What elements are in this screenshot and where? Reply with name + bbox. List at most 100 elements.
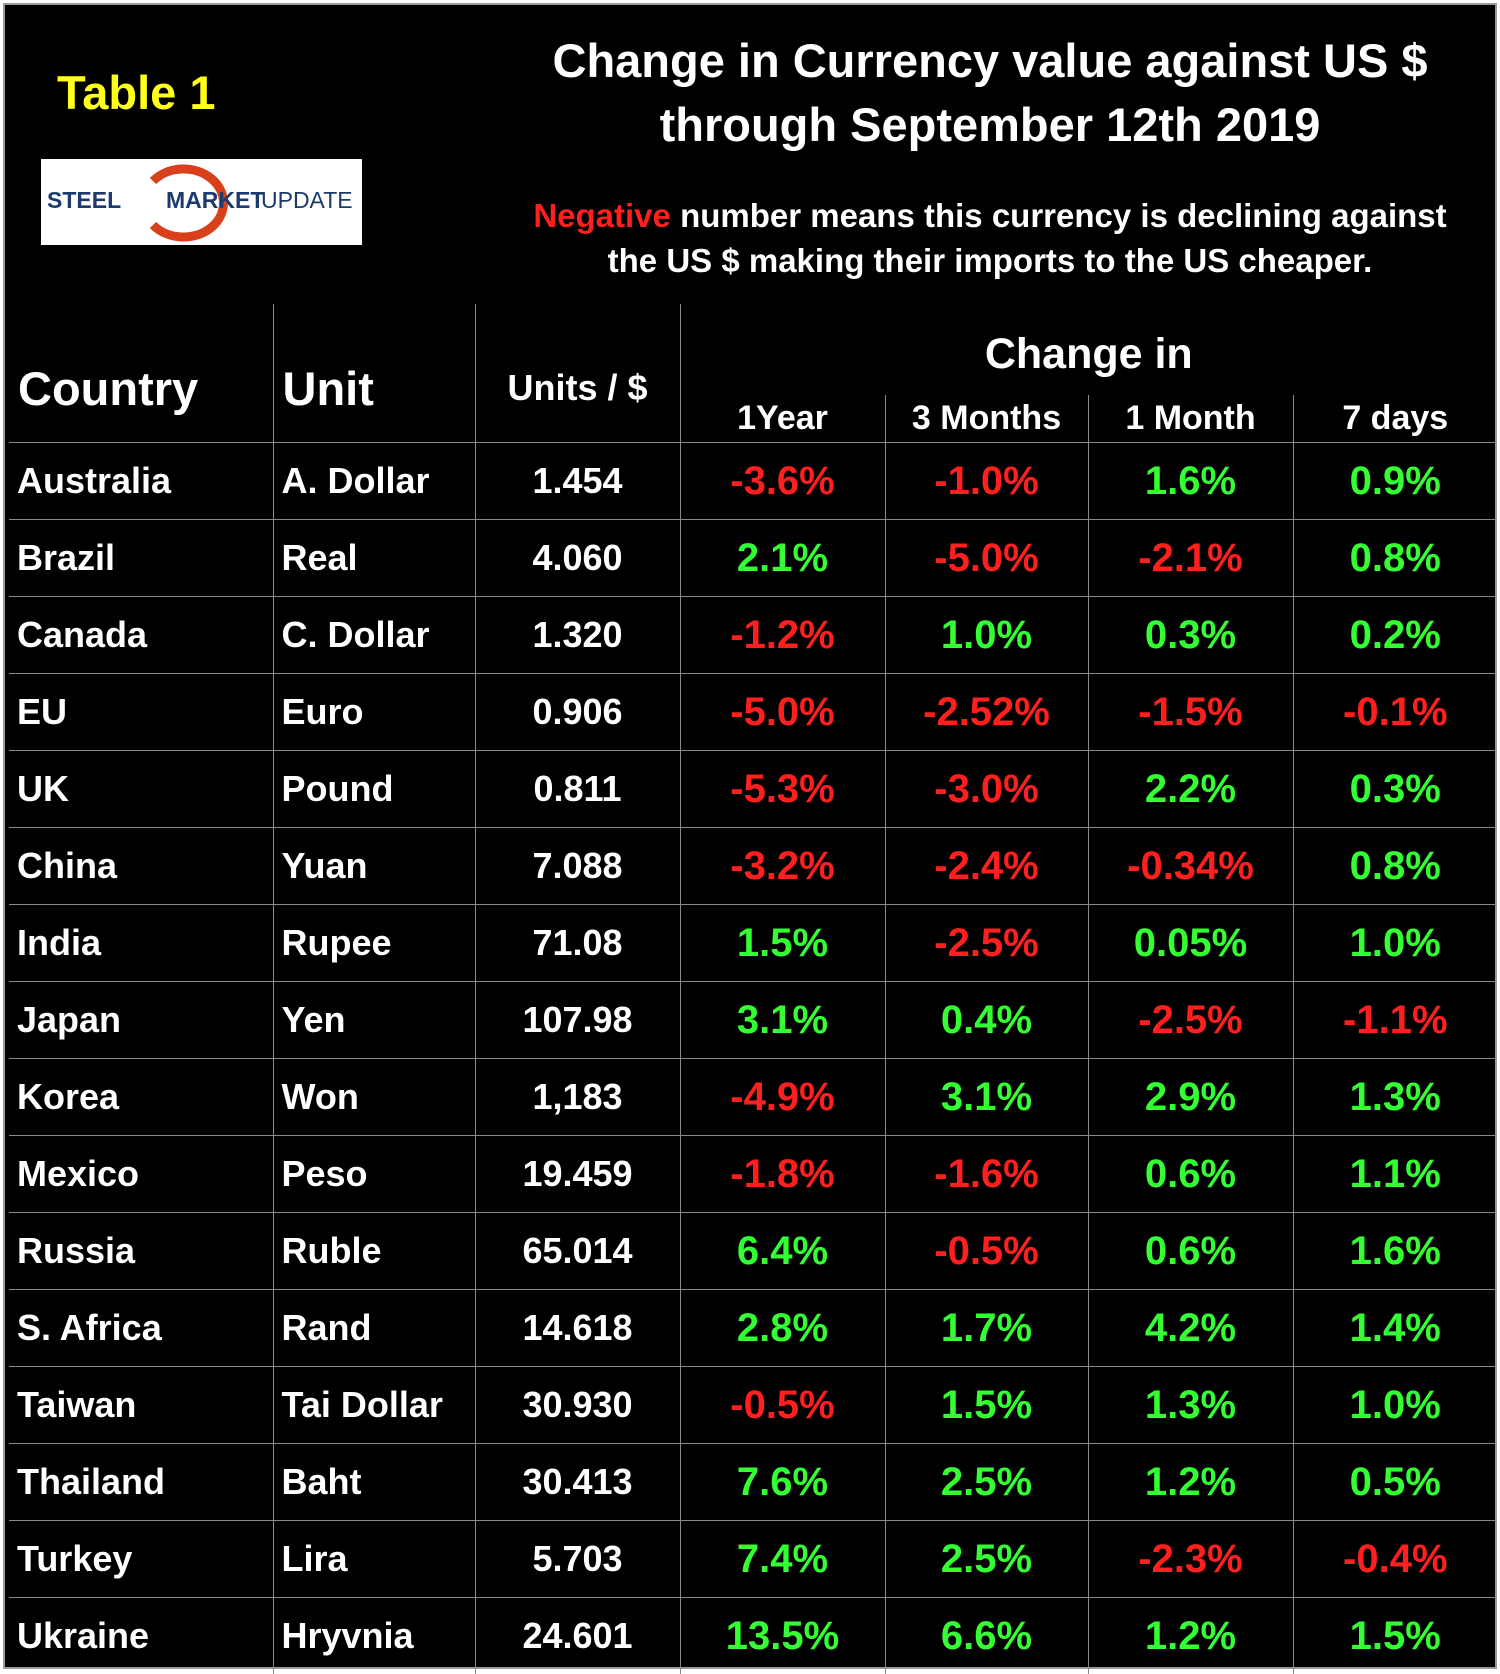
- logo-graphic: STEEL MARKET UPDATE: [41, 159, 362, 245]
- change-cell: -0.5%: [885, 1213, 1088, 1290]
- cell: S. Africa: [9, 1290, 273, 1367]
- cell: Japan: [9, 982, 273, 1059]
- change-cell: -4.9%: [680, 1059, 885, 1136]
- note: Negative number means this currency is d…: [445, 197, 1500, 235]
- cell: Ruble: [273, 1213, 475, 1290]
- change-cell: 0.8%: [1293, 520, 1497, 597]
- change-cell: -3.6%: [680, 443, 885, 520]
- cell: 107.98: [475, 982, 680, 1059]
- change-cell: -0.34%: [1088, 828, 1293, 905]
- change-cell: 0.3%: [1088, 597, 1293, 674]
- cell: 0.906: [475, 674, 680, 751]
- change-cell: 2.1%: [680, 520, 885, 597]
- change-cell: 1.3%: [1088, 1367, 1293, 1444]
- logo: STEEL MARKET UPDATE: [41, 159, 362, 245]
- subcolumn-header: 1 Month: [1088, 395, 1293, 443]
- cell: Pound: [273, 751, 475, 828]
- cell: Peso: [273, 1136, 475, 1213]
- cell: Brazil: [9, 520, 273, 597]
- cell: A. Dollar: [273, 443, 475, 520]
- note: the US $ making their imports to the US …: [445, 242, 1500, 280]
- change-cell: -2.1%: [1088, 520, 1293, 597]
- change-cell: -5.0%: [680, 674, 885, 751]
- cell: 30.413: [475, 1444, 680, 1521]
- change-cell: -1.2%: [680, 597, 885, 674]
- change-cell: 1.6%: [1088, 443, 1293, 520]
- cell: 1.454: [475, 443, 680, 520]
- cell: Won: [273, 1059, 475, 1136]
- cell: 19.459: [475, 1136, 680, 1213]
- change-cell: -1.0%: [885, 443, 1088, 520]
- change-cell: 1.0%: [1293, 905, 1497, 982]
- column-header: Unit: [273, 304, 475, 443]
- cell: 24.601: [475, 1598, 680, 1674]
- change-cell: -0.5%: [680, 1367, 885, 1444]
- logo-word: STEEL: [47, 187, 121, 213]
- cell: Australia: [9, 443, 273, 520]
- cell: C. Dollar: [273, 597, 475, 674]
- cell: 1.320: [475, 597, 680, 674]
- note-text: number means this currency is declining …: [680, 197, 1447, 234]
- change-cell: -2.3%: [1088, 1521, 1293, 1598]
- change-cell: 1.5%: [885, 1367, 1088, 1444]
- cell: Canada: [9, 597, 273, 674]
- cell: Korea: [9, 1059, 273, 1136]
- cell: 0.811: [475, 751, 680, 828]
- cell: Turkey: [9, 1521, 273, 1598]
- cell: Mexico: [9, 1136, 273, 1213]
- subcolumn-header: 1Year: [680, 395, 885, 443]
- change-cell: -1.6%: [885, 1136, 1088, 1213]
- change-cell: 0.5%: [1293, 1444, 1497, 1521]
- change-cell: 1.4%: [1293, 1290, 1497, 1367]
- cell: Thailand: [9, 1444, 273, 1521]
- cell: 4.060: [475, 520, 680, 597]
- logo-word: MARKET: [166, 187, 264, 213]
- change-cell: 3.1%: [885, 1059, 1088, 1136]
- change-cell: -2.52%: [885, 674, 1088, 751]
- cell: UK: [9, 751, 273, 828]
- subcolumn-header: 3 Months: [885, 395, 1088, 443]
- group-header: Change in: [680, 304, 1497, 395]
- change-cell: 0.6%: [1088, 1213, 1293, 1290]
- change-cell: 2.8%: [680, 1290, 885, 1367]
- change-cell: 7.6%: [680, 1444, 885, 1521]
- change-cell: -2.5%: [1088, 982, 1293, 1059]
- change-cell: -0.1%: [1293, 674, 1497, 751]
- change-cell: 4.2%: [1088, 1290, 1293, 1367]
- column-header: Units / $: [475, 304, 680, 443]
- change-cell: -1.8%: [680, 1136, 885, 1213]
- cell: China: [9, 828, 273, 905]
- page: Table 1 Change in Currency value against…: [3, 3, 1497, 1669]
- change-cell: -5.3%: [680, 751, 885, 828]
- cell: 30.930: [475, 1367, 680, 1444]
- cell: Euro: [273, 674, 475, 751]
- cell: 7.088: [475, 828, 680, 905]
- change-cell: 2.5%: [885, 1444, 1088, 1521]
- change-cell: -1.1%: [1293, 982, 1497, 1059]
- cell: EU: [9, 674, 273, 751]
- cell: India: [9, 905, 273, 982]
- cell: Rand: [273, 1290, 475, 1367]
- change-cell: 1.1%: [1293, 1136, 1497, 1213]
- cell: Yen: [273, 982, 475, 1059]
- change-cell: 1.5%: [680, 905, 885, 982]
- change-cell: 0.3%: [1293, 751, 1497, 828]
- change-cell: 1.0%: [1293, 1367, 1497, 1444]
- logo-word: UPDATE: [261, 187, 353, 213]
- change-cell: 1.7%: [885, 1290, 1088, 1367]
- change-cell: 1.5%: [1293, 1598, 1497, 1674]
- cell: Hryvnia: [273, 1598, 475, 1674]
- change-cell: -3.2%: [680, 828, 885, 905]
- cell: 5.703: [475, 1521, 680, 1598]
